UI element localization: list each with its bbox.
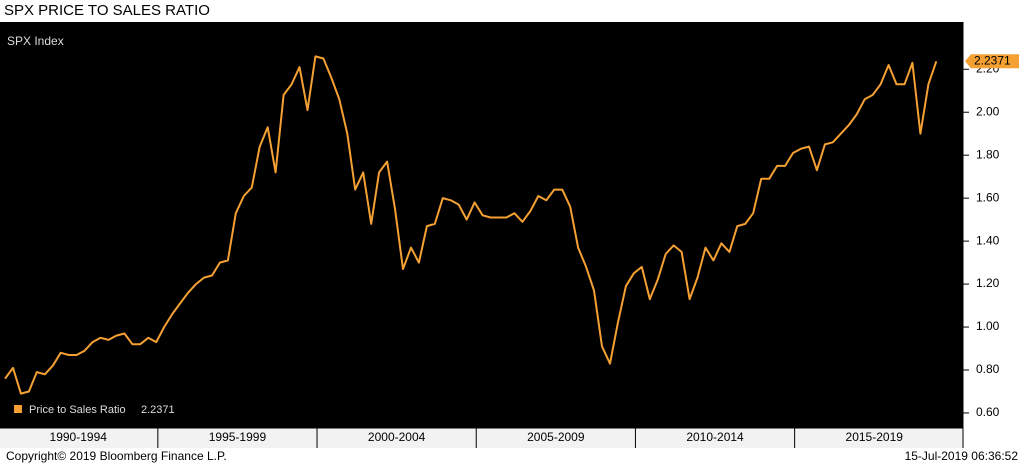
y-tick-label: 0.80 <box>976 362 1000 376</box>
timestamp: 15-Jul-2019 06:36:52 <box>905 449 1019 463</box>
y-tick-label: 1.60 <box>976 190 1000 204</box>
value-badge <box>965 54 1019 69</box>
y-tick-label: 0.60 <box>976 405 1000 419</box>
y-tick-label: 1.20 <box>976 276 1000 290</box>
legend-label: Price to Sales Ratio <box>29 404 126 416</box>
x-axis-band <box>0 428 963 448</box>
copyright: Copyright© 2019 Bloomberg Finance L.P. <box>6 449 227 463</box>
legend-value: 2.2371 <box>141 404 175 416</box>
subtitle: SPX Index <box>7 34 64 48</box>
y-tick-label: 1.40 <box>976 233 1000 247</box>
y-tick-label: 1.80 <box>976 147 1000 161</box>
y-tick-label: 1.00 <box>976 319 1000 333</box>
value-badge-label: 2.2371 <box>974 53 1011 67</box>
chart-title: SPX PRICE TO SALES RATIO <box>4 2 210 19</box>
y-tick-label: 2.00 <box>976 104 1000 118</box>
x-tick-label: 2010-2014 <box>686 430 744 444</box>
plot-area <box>0 22 963 428</box>
x-tick-label: 2015-2019 <box>846 430 904 444</box>
x-tick-label: 2005-2009 <box>527 430 585 444</box>
line <box>4 55 938 395</box>
x-tick-label: 1990-1994 <box>50 430 108 444</box>
x-tick-label: 2000-2004 <box>368 430 426 444</box>
x-tick-label: 1995-1999 <box>209 430 267 444</box>
legend-swatch <box>14 405 22 413</box>
